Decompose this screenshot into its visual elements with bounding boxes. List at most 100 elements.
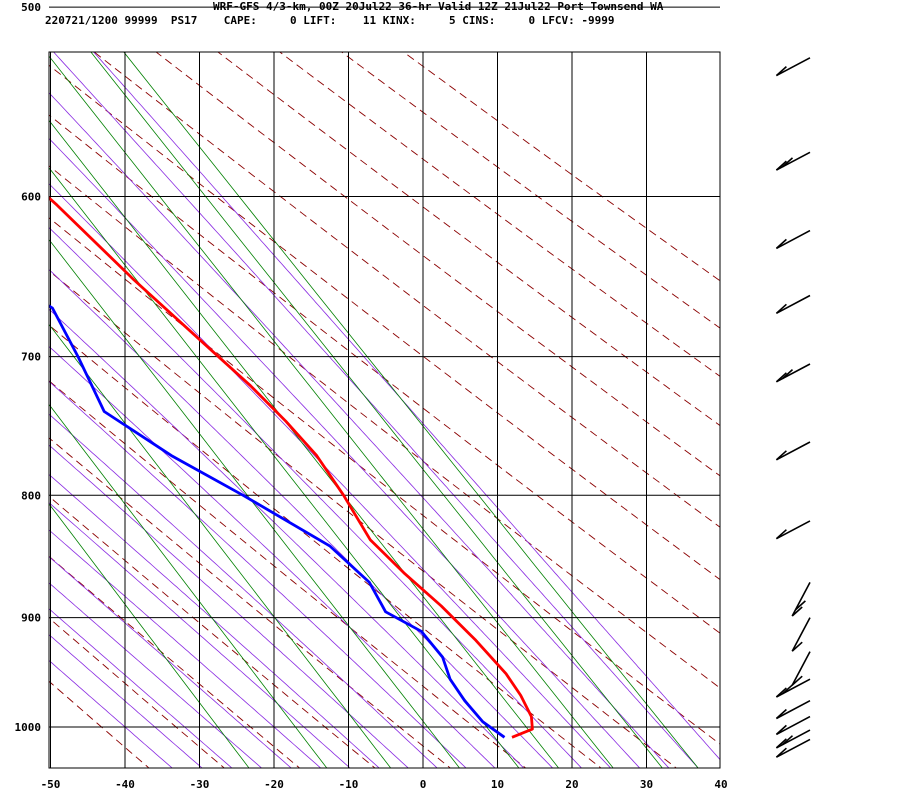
wind-barb [775,229,811,250]
barb-staff [776,294,811,315]
moist-adiabat [49,308,525,768]
temperature-tick-label: 0 [420,778,427,791]
dry-adiabat [49,437,451,768]
barb-flag [794,600,806,611]
wind-barb [775,678,811,698]
barb-flag [775,738,787,749]
moist-adiabat [49,659,173,768]
wind-barb [791,651,811,686]
moist-adiabat [49,444,409,768]
barb-flag [791,606,803,617]
barb-flag [781,369,794,380]
barb-staff [776,715,811,736]
moist-adiabat [49,226,583,768]
pressure-tick-label: 500 [21,1,41,14]
pressure-tick-label: 800 [21,489,41,502]
mixing-ratio-line [90,52,663,768]
moist-adiabat [49,556,292,768]
barb-flag [781,157,794,168]
moist-adiabat [49,413,438,768]
wind-barb [775,294,811,315]
dry-adiabat [49,555,301,768]
temperature-line [49,195,534,739]
mixing-ratio-line [49,167,520,768]
barb-flag [775,160,787,171]
pressure-tick-label: 600 [21,191,41,204]
mixing-ratio-line [49,323,392,768]
wind-barb [775,715,811,736]
dewpoint-line [49,304,506,739]
mixing-ratio-line [49,119,560,768]
grid [49,6,720,768]
moist-adiabat [49,183,612,768]
barb-staff [776,363,811,383]
temperature-tick-label: 40 [714,778,727,791]
wind-barb [775,363,811,383]
wind-barb [775,699,811,720]
wind-barbs [775,57,811,758]
temperature-tick-label: -10 [339,778,359,791]
chart-title: WRF-GFS 4/3-km, 00Z 20Jul22 36-hr Valid … [213,0,664,13]
barb-flag [775,687,787,698]
wind-barb [791,617,811,652]
temperature-tick-label: 20 [565,778,578,791]
barb-staff [776,520,811,540]
pressure-tick-label: 1000 [15,721,42,734]
barb-staff [791,617,811,652]
barb-staff [791,651,811,686]
wind-barb [775,520,811,540]
dry-adiabat [49,617,225,768]
barb-flag [775,303,787,314]
barb-staff [776,151,811,171]
moist-adiabat [49,608,233,768]
moist-adiabat [49,137,641,768]
barb-flag [775,747,787,758]
temperature-tick-label: -30 [190,778,210,791]
dry-adiabat [49,324,602,768]
wind-barb [775,151,811,171]
moist-adiabat [49,92,670,768]
mixing-ratio-line [49,55,614,768]
dry-adiabat [49,270,678,768]
barb-staff [776,738,811,758]
chart-indices-line: 220721/1200 99999 PS17 CAPE: 0 LIFT: 11 … [45,14,615,27]
barb-flag [781,735,794,746]
barb-flag [775,708,787,720]
barb-staff [791,582,811,617]
sounding-lines [49,195,534,739]
barb-flag [791,675,803,686]
barb-flag [775,724,787,735]
temperature-tick-label: -50 [41,778,61,791]
barb-flag [775,66,787,77]
dry-adiabat [49,217,720,745]
temperature-tick-label: -20 [264,778,284,791]
barb-flag [775,372,787,383]
barb-staff [776,57,811,77]
temperature-tick-label: 10 [491,778,504,791]
barb-flag [775,450,787,461]
moist-adiabat [93,52,720,761]
plot-frame [48,51,721,769]
temperature-tick-label: -40 [115,778,135,791]
barb-staff [776,699,811,720]
wind-barb [775,738,811,758]
mixing-ratio-line [49,503,250,768]
barb-staff [776,441,811,461]
temperature-tick-labels: -50 -40 -30 -20 -10 0 10 20 30 40 [41,778,728,791]
moist-adiabat [49,529,322,768]
dry-adiabat [49,495,376,768]
dry-adiabat [49,380,527,768]
moist-adiabat [49,634,203,768]
pressure-tick-label: 700 [21,351,41,364]
wind-barb [775,729,811,749]
wind-barb [775,57,811,77]
dry-adiabat [49,680,150,768]
moist-adiabat [49,473,380,768]
